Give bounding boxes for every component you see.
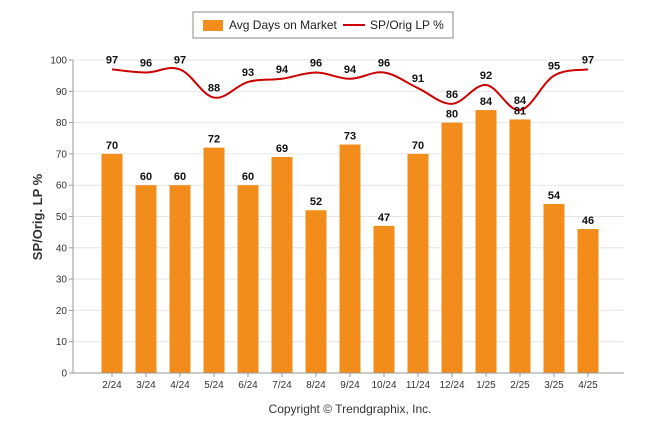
bar <box>101 153 123 373</box>
legend-label-line: SP/Orig LP % <box>370 18 444 32</box>
line-value-label: 97 <box>174 54 186 66</box>
legend-label-bar: Avg Days on Market <box>229 18 337 32</box>
y-tick-label: 50 <box>56 212 68 223</box>
bars <box>101 110 599 373</box>
line-value-label: 96 <box>378 58 390 70</box>
legend: Avg Days on Market SP/Orig LP % <box>192 11 454 39</box>
bar-value-label: 60 <box>242 171 254 183</box>
bar <box>509 119 531 373</box>
line-path <box>111 67 589 112</box>
y-axis-title: SP/Orig. LP % <box>30 173 45 260</box>
legend-box <box>192 11 454 39</box>
line-value-label: 94 <box>276 64 289 76</box>
y-tick-label: 100 <box>50 56 67 67</box>
y-tick-label: 40 <box>56 243 68 254</box>
bar <box>169 185 191 373</box>
x-tick-label: 4/24 <box>170 380 190 391</box>
bar <box>577 229 599 373</box>
bar-value-label: 60 <box>174 171 186 183</box>
line-value-label: 88 <box>208 83 220 95</box>
bar-value-label: 54 <box>548 190 561 202</box>
line-value-label: 93 <box>242 67 254 79</box>
x-tick-label: 1/25 <box>476 380 496 391</box>
line-value-label: 91 <box>412 73 424 85</box>
x-tick-label: 2/25 <box>510 380 530 391</box>
bar-value-label: 70 <box>106 140 118 152</box>
x-tick-label: 3/25 <box>544 380 564 391</box>
x-tick-label: 4/25 <box>578 380 598 391</box>
x-tick-label: 2/24 <box>102 380 122 391</box>
x-tick-label: 10/24 <box>371 380 396 391</box>
bar <box>339 144 361 373</box>
bar <box>407 153 429 373</box>
bar-value-label: 60 <box>140 171 152 183</box>
x-tick-label: 5/24 <box>204 380 224 391</box>
bar <box>373 225 395 373</box>
line-series <box>111 67 589 112</box>
x-tick-label: 7/24 <box>272 380 292 391</box>
bar-value-label: 84 <box>480 96 493 108</box>
bar <box>543 203 565 373</box>
bar <box>135 185 157 373</box>
line-value-label: 86 <box>446 89 458 101</box>
x-tick-label: 8/24 <box>306 380 326 391</box>
line-value-label: 97 <box>106 54 118 66</box>
bar-value-label: 69 <box>276 143 288 155</box>
line-value-label: 95 <box>548 61 560 73</box>
x-tick-label: 12/24 <box>439 380 464 391</box>
y-tick-label: 30 <box>56 275 68 286</box>
bar <box>441 122 463 373</box>
y-tick-label: 60 <box>56 181 68 192</box>
copyright-text: Copyright © Trendgraphix, Inc. <box>269 402 432 416</box>
x-tick-label: 9/24 <box>340 380 360 391</box>
bar <box>271 157 293 373</box>
line-value-label: 97 <box>582 54 594 66</box>
line-value-label: 84 <box>514 95 527 107</box>
x-tick-label: 3/24 <box>136 380 156 391</box>
line-value-label: 96 <box>140 58 152 70</box>
bar <box>475 110 497 373</box>
bar-value-label: 80 <box>446 109 458 121</box>
bar-value-label: 73 <box>344 131 356 143</box>
bar-value-label: 72 <box>208 134 220 146</box>
bar-value-label: 52 <box>310 196 322 208</box>
y-tick-label: 20 <box>56 306 68 317</box>
y-tick-label: 10 <box>56 337 68 348</box>
bar-value-label: 81 <box>514 105 526 117</box>
axes: 0 10 20 30 40 50 60 70 80 90 100 2/24 3/24 4/24 5/24 6/… <box>50 56 624 391</box>
line-value-label: 94 <box>344 64 357 76</box>
legend-swatch-bar <box>203 20 223 31</box>
y-tick-label: 80 <box>56 118 68 129</box>
bar <box>305 210 327 373</box>
x-tick-label: 6/24 <box>238 380 258 391</box>
y-tick-label: 70 <box>56 149 68 160</box>
line-value-label: 96 <box>310 58 322 70</box>
x-tick-label: 11/24 <box>406 380 431 391</box>
y-tick-label: 0 <box>61 369 67 380</box>
bar-value-label: 46 <box>582 215 594 227</box>
bar-value-label: 47 <box>378 212 390 224</box>
bar-value-label: 70 <box>412 140 424 152</box>
y-tick-label: 90 <box>56 87 68 98</box>
line-value-label: 92 <box>480 70 492 82</box>
bar <box>203 147 225 373</box>
bar <box>237 185 259 373</box>
